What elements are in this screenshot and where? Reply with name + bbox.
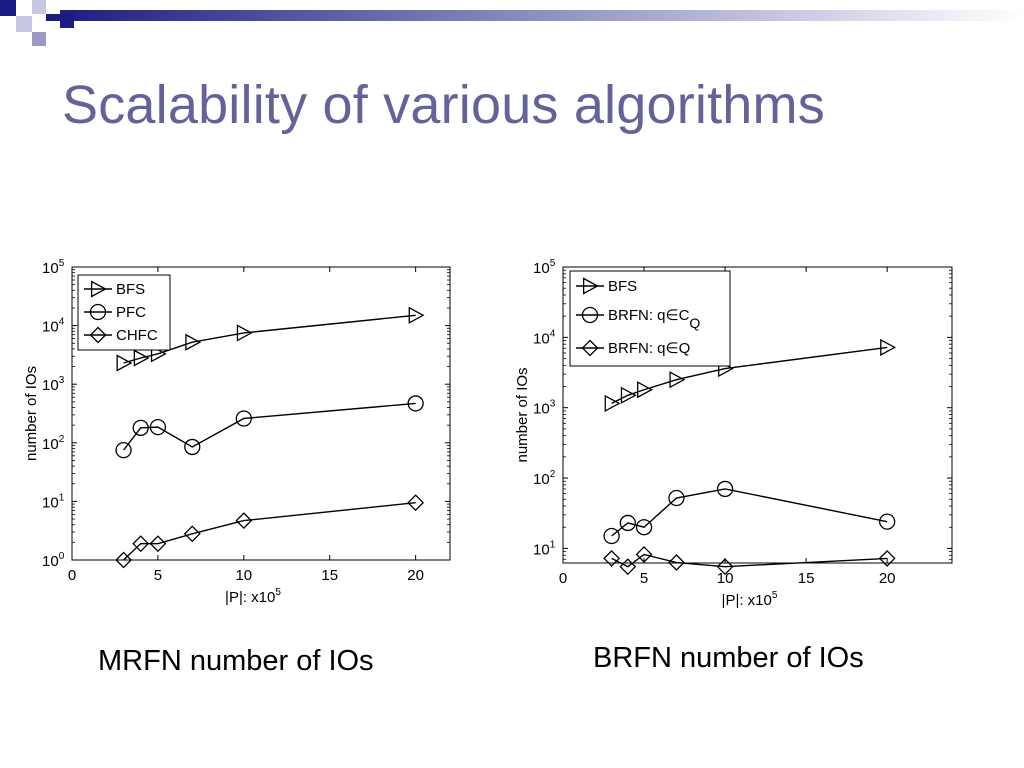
data-point <box>408 306 425 324</box>
decor-square <box>60 14 74 28</box>
data-point <box>716 558 734 576</box>
legend-marker <box>581 339 599 357</box>
y-axis-label: number of IOs <box>23 366 40 461</box>
y-tick-label: 102 <box>533 469 556 488</box>
series-3 <box>603 546 896 576</box>
data-point <box>669 371 686 389</box>
series-line <box>123 314 416 364</box>
data-point <box>604 394 621 413</box>
data-point <box>716 480 734 498</box>
y-tick-label: 103 <box>533 399 556 418</box>
x-axis-label: |P|: x105 <box>722 590 778 609</box>
x-tick-label: 20 <box>407 567 424 584</box>
data-point <box>185 333 202 351</box>
data-point <box>132 419 149 436</box>
decor-square <box>16 16 32 32</box>
data-point <box>235 410 252 427</box>
y-tick-label: 101 <box>533 539 556 558</box>
x-axis-label: |P|: x105 <box>225 587 281 606</box>
y-tick-label: 104 <box>533 328 556 347</box>
legend-marker <box>90 280 107 298</box>
y-tick-label: 105 <box>533 258 556 277</box>
data-point <box>620 386 637 404</box>
legend-label: CHFC <box>116 327 158 344</box>
x-tick-label: 20 <box>879 570 896 587</box>
decor-square <box>46 0 60 14</box>
title-decoration <box>0 0 1024 46</box>
decor-square <box>32 0 46 14</box>
x-tick-label: 10 <box>717 570 734 587</box>
legend-label: BFS <box>116 281 145 298</box>
legend-marker <box>581 306 599 324</box>
mrfn-chart: 0 5 10 15 20 100 101 102 103 104 105 |P|: x105 numbe… <box>23 258 451 606</box>
data-point <box>603 527 620 545</box>
legend-label: BRFN: q∈Q <box>608 340 690 357</box>
x-tick-label: 5 <box>154 567 162 584</box>
series-2 <box>115 395 424 459</box>
brfn-chart: 0 5 10 15 20 101 102 103 104 105 |P|: x105 number o… <box>514 258 953 609</box>
data-point <box>235 512 253 530</box>
data-point <box>132 535 150 553</box>
x-tick-label: 0 <box>68 567 76 584</box>
y-tick-label: 100 <box>42 551 65 570</box>
legend-label: BFS <box>608 278 637 295</box>
legend: BFS PFC CHFC <box>77 274 171 351</box>
legend-marker <box>582 277 599 295</box>
data-point <box>149 535 167 553</box>
legend-marker <box>89 303 107 321</box>
data-point <box>183 525 201 543</box>
title-gradient-bar <box>46 10 1024 21</box>
series-1 <box>604 338 897 413</box>
y-tick-label: 101 <box>42 492 65 511</box>
data-point <box>619 514 636 532</box>
y-axis-label: number of IOs <box>514 367 531 462</box>
y-tick-label: 103 <box>42 375 65 394</box>
data-point <box>880 338 897 356</box>
data-point <box>668 554 685 571</box>
data-point <box>878 550 896 567</box>
data-point <box>133 349 150 367</box>
x-tick-label: 15 <box>798 570 815 587</box>
data-point <box>407 395 424 412</box>
series-line <box>122 402 416 451</box>
x-tick-label: 5 <box>640 570 648 587</box>
page-title: Scalability of various algorithms <box>62 75 825 135</box>
series-line <box>611 553 888 568</box>
series-3 <box>115 494 425 569</box>
series-line <box>611 346 888 405</box>
legend-label: PFC <box>116 304 146 321</box>
x-tick-label: 0 <box>559 570 567 587</box>
data-point <box>637 381 653 399</box>
decor-square <box>0 0 16 16</box>
data-point <box>115 551 132 569</box>
x-tick-label: 15 <box>321 567 338 584</box>
decor-square <box>32 32 46 46</box>
mrfn-caption: MRFN number of IOs <box>98 645 374 677</box>
data-point <box>635 546 653 563</box>
legend-marker <box>89 326 107 344</box>
data-point <box>184 438 201 456</box>
x-tick-label: 10 <box>235 567 252 584</box>
brfn-caption: BRFN number of IOs <box>593 642 864 674</box>
y-tick-label: 105 <box>42 258 65 277</box>
data-point <box>407 494 425 512</box>
y-tick-label: 102 <box>42 434 65 453</box>
data-point <box>619 558 637 576</box>
data-point <box>115 441 132 459</box>
data-point <box>635 519 653 536</box>
y-tick-label: 104 <box>42 317 65 336</box>
series-line <box>611 488 888 537</box>
data-point <box>603 550 621 567</box>
series-2 <box>603 480 896 545</box>
data-point <box>149 418 167 436</box>
data-point <box>879 513 896 530</box>
data-point <box>236 324 253 342</box>
series-line <box>123 502 416 561</box>
data-point <box>116 354 133 372</box>
data-point <box>668 489 685 507</box>
